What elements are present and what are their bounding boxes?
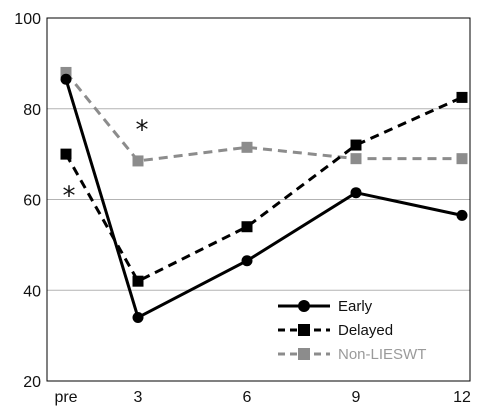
y-tick-label: 20: [23, 374, 41, 391]
series-line: [64, 78, 463, 320]
significance-asterisk: *: [136, 116, 149, 146]
data-point: [60, 66, 72, 78]
significance-asterisk: *: [63, 181, 76, 211]
legend-item: Early: [278, 298, 373, 315]
data-point: [60, 148, 72, 160]
data-point: [132, 275, 144, 287]
legend-label: Early: [338, 298, 373, 315]
x-tick-label: 3: [134, 389, 143, 406]
plot-frame: [46, 17, 471, 382]
series-early: [60, 73, 468, 323]
data-point: [350, 153, 362, 165]
y-tick-label: 100: [14, 11, 41, 28]
y-axis-tick-labels: 20 40 60 80 100: [14, 11, 41, 391]
gridlines: [47, 108, 470, 291]
data-point: [456, 209, 468, 221]
x-tick-label: 6: [243, 389, 252, 406]
data-point: [60, 73, 72, 85]
x-tick-label: pre: [54, 389, 77, 406]
y-tick-label: 60: [23, 193, 41, 210]
data-point: [456, 153, 468, 165]
legend-label: Delayed: [338, 322, 393, 339]
data-point: [456, 91, 468, 103]
legend-item: Delayed: [278, 322, 393, 339]
data-point: [241, 221, 253, 233]
annotations: **: [63, 116, 149, 212]
legend-marker: [298, 348, 310, 360]
x-tick-label: 9: [352, 389, 361, 406]
data-point: [132, 311, 144, 323]
y-tick-label: 80: [23, 102, 41, 119]
y-tick-label: 40: [23, 283, 41, 300]
legend-marker: [298, 300, 310, 312]
data-point: [241, 141, 253, 153]
x-tick-label: 12: [453, 389, 471, 406]
data-point: [350, 139, 362, 151]
data-point: [132, 155, 144, 167]
legend: Early Delayed Non-LIESWT: [278, 298, 426, 363]
data-point: [241, 255, 253, 267]
legend-marker: [298, 324, 310, 336]
series-delayed: [60, 91, 468, 287]
series-layer: [60, 66, 468, 323]
series-line: [64, 71, 462, 163]
legend-label: Non-LIESWT: [338, 346, 426, 363]
series-non-lieswt: [60, 66, 468, 167]
data-point: [350, 187, 362, 199]
x-axis-tick-labels: pre 3 6 9 12: [54, 389, 471, 406]
series-line: [64, 96, 463, 284]
legend-item: Non-LIESWT: [278, 346, 426, 363]
